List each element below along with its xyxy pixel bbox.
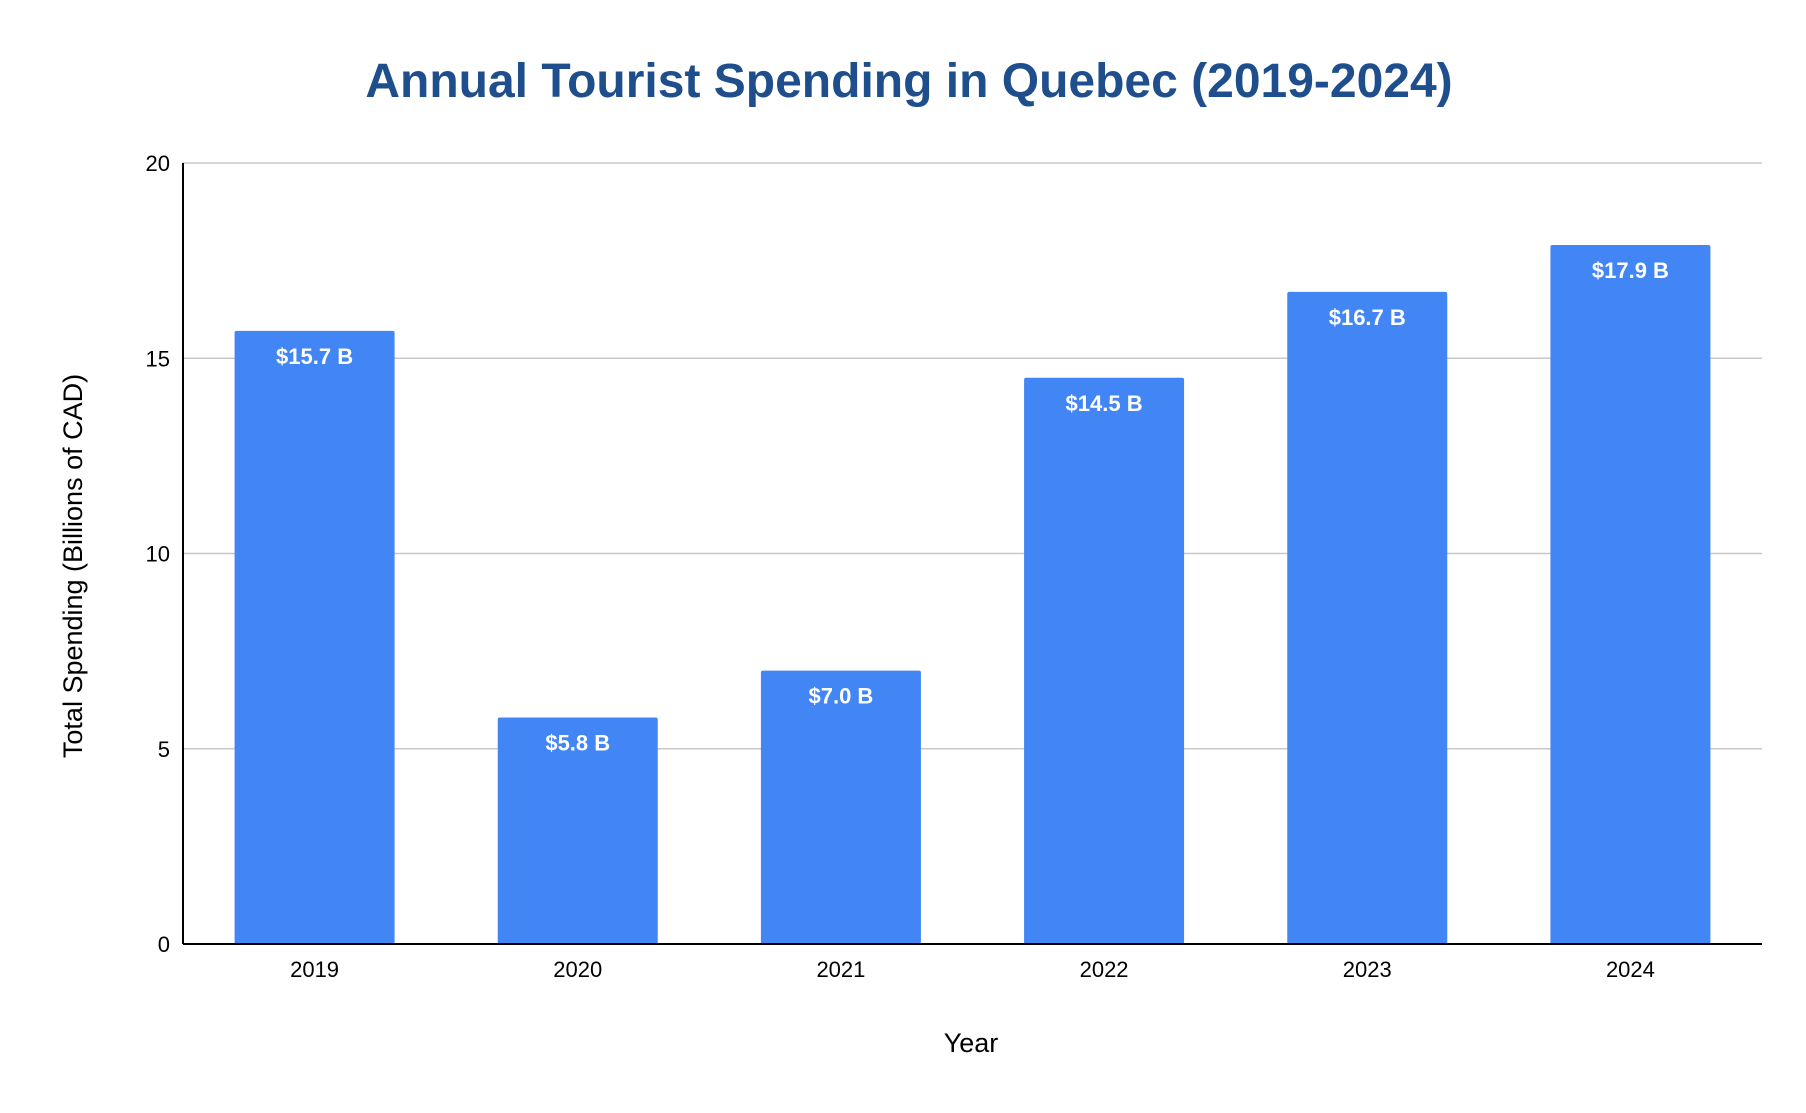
y-tick-label: 0 <box>158 932 170 957</box>
y-tick-label: 20 <box>146 151 170 176</box>
data-labels: $15.7 B $5.8 B $7.0 B $14.5 B $16.7 B $17.9 B <box>276 258 1669 756</box>
x-tick-label: 2021 <box>816 957 865 982</box>
axes <box>182 163 1762 945</box>
y-tick-label: 5 <box>158 737 170 762</box>
data-label: $7.0 B <box>809 684 874 709</box>
y-axis-title: Total Spending (Billions of CAD) <box>58 374 88 758</box>
y-tick-label: 10 <box>146 542 170 567</box>
bar-2022 <box>1024 377 1185 944</box>
y-tick-labels: 0 5 10 15 20 <box>146 151 170 957</box>
x-axis-title: Year <box>944 1028 999 1058</box>
data-label: $5.8 B <box>545 731 610 756</box>
data-label: $15.7 B <box>276 344 353 369</box>
x-tick-labels: 2019 2020 2021 2022 2023 2024 <box>290 957 1655 982</box>
bar-2023 <box>1287 291 1448 944</box>
bar-2019 <box>234 330 395 944</box>
gridlines <box>183 162 1762 750</box>
bar-2024 <box>1550 245 1711 944</box>
x-tick-label: 2020 <box>553 957 602 982</box>
bars <box>234 245 1711 944</box>
bar-2020 <box>497 717 658 944</box>
x-tick-label: 2024 <box>1606 957 1655 982</box>
y-tick-label: 15 <box>146 346 170 371</box>
x-tick-label: 2019 <box>290 957 339 982</box>
data-label: $17.9 B <box>1592 258 1669 283</box>
data-label: $16.7 B <box>1329 305 1406 330</box>
x-tick-label: 2023 <box>1343 957 1392 982</box>
bar-2021 <box>760 670 921 944</box>
data-label: $14.5 B <box>1066 391 1143 416</box>
x-tick-label: 2022 <box>1080 957 1129 982</box>
chart-title: Annual Tourist Spending in Quebec (2019-… <box>365 55 1452 108</box>
